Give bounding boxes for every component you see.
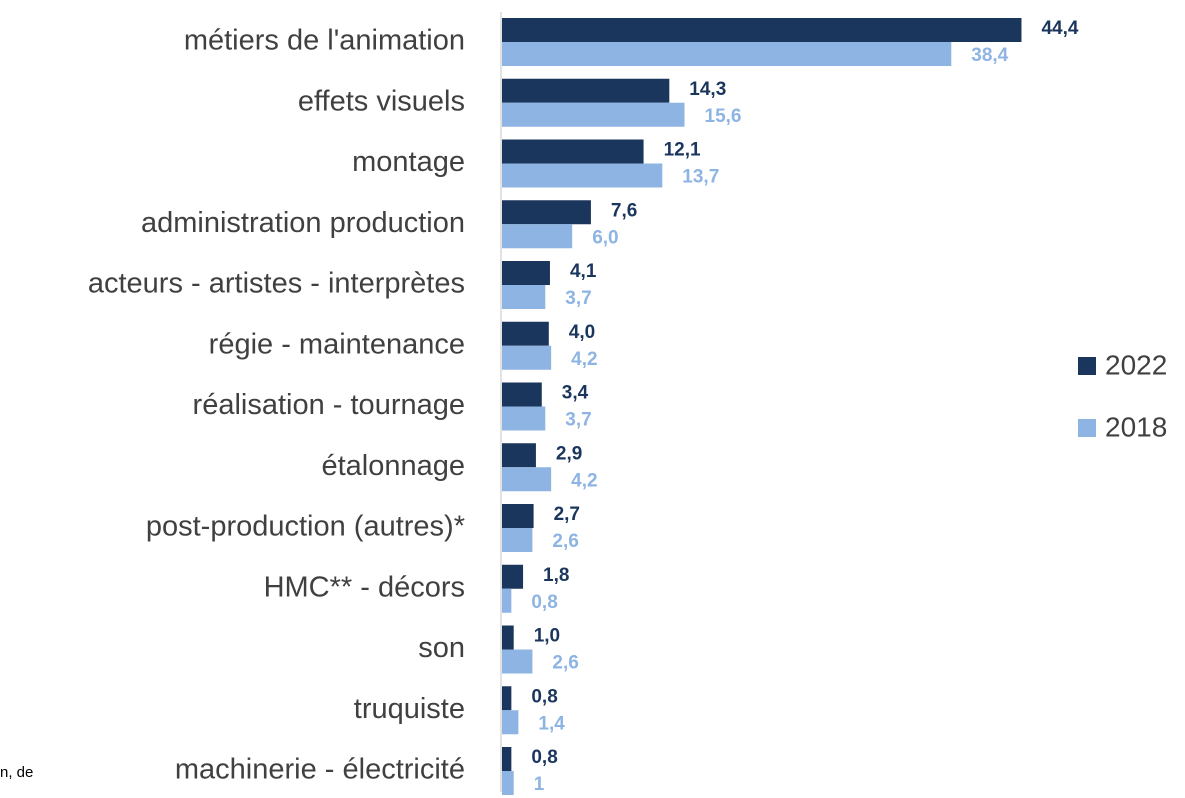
- value-label: 1,0: [534, 626, 560, 647]
- category-label: post-production (autres)*: [146, 511, 465, 543]
- category-label: machinerie - électricité: [175, 754, 465, 786]
- bar: [502, 261, 550, 285]
- bar: [502, 588, 512, 613]
- bar: [502, 224, 573, 249]
- value-label: 0,8: [531, 747, 557, 768]
- bar: [502, 649, 533, 674]
- bar: [502, 406, 546, 431]
- bar: [502, 625, 514, 650]
- category-label: HMC** - décors: [264, 571, 465, 603]
- bar: [502, 382, 542, 407]
- value-label: 3,7: [565, 288, 591, 309]
- bar: [502, 771, 514, 795]
- legend-label: 2022: [1105, 349, 1167, 380]
- bar: [502, 285, 546, 309]
- bar: [502, 710, 519, 735]
- footnote: n, de: [0, 764, 33, 781]
- category-label: étalonnage: [321, 450, 465, 482]
- bar: [502, 345, 552, 370]
- bar: [502, 42, 952, 66]
- category-label: administration production: [141, 207, 465, 239]
- bar: [502, 321, 549, 346]
- value-label: 4,1: [570, 261, 597, 282]
- value-label: 1: [534, 774, 545, 795]
- bar: [502, 200, 591, 225]
- value-label: 4,0: [569, 322, 595, 343]
- category-label: montage: [352, 146, 465, 178]
- value-label: 2,6: [552, 531, 578, 552]
- value-label: 3,7: [565, 410, 591, 431]
- bar: [502, 443, 536, 468]
- value-label: 3,4: [562, 383, 589, 404]
- bar: [502, 467, 552, 492]
- value-label: 0,8: [531, 592, 557, 613]
- bar: [502, 18, 1022, 42]
- value-label: 14,3: [689, 79, 726, 100]
- value-label: 12,1: [664, 140, 701, 161]
- value-label: 4,2: [571, 470, 597, 491]
- value-label: 6,0: [592, 227, 618, 248]
- value-label: 1,8: [543, 565, 569, 586]
- category-label: truquiste: [354, 693, 465, 725]
- value-label: 44,4: [1041, 18, 1078, 39]
- bar: [502, 528, 533, 552]
- bar: [502, 163, 663, 188]
- value-label: 4,2: [571, 349, 597, 370]
- bar: [502, 102, 685, 127]
- value-label: 13,7: [682, 167, 719, 188]
- category-label: effets visuels: [298, 85, 465, 117]
- category-label: acteurs - artistes - interprètes: [88, 268, 465, 300]
- legend-label: 2018: [1105, 411, 1167, 442]
- value-label: 15,6: [705, 106, 742, 127]
- value-label: 38,4: [971, 45, 1008, 66]
- bar: [502, 504, 534, 528]
- bar: [502, 564, 524, 589]
- value-label: 2,7: [554, 504, 580, 525]
- bar: [502, 686, 512, 711]
- bar: [502, 139, 644, 164]
- category-label: son: [418, 632, 465, 664]
- bar: [502, 78, 670, 103]
- legend-swatch: [1078, 357, 1096, 375]
- category-label: réalisation - tournage: [193, 389, 465, 421]
- value-label: 1,4: [538, 713, 565, 734]
- category-label: métiers de l'animation: [184, 25, 465, 57]
- value-label: 2,9: [556, 443, 582, 464]
- value-label: 0,8: [531, 686, 557, 707]
- value-label: 7,6: [611, 200, 637, 221]
- legend-swatch: [1078, 419, 1096, 437]
- value-label: 2,6: [552, 653, 578, 674]
- category-label: régie - maintenance: [209, 328, 465, 360]
- bar: [502, 747, 512, 771]
